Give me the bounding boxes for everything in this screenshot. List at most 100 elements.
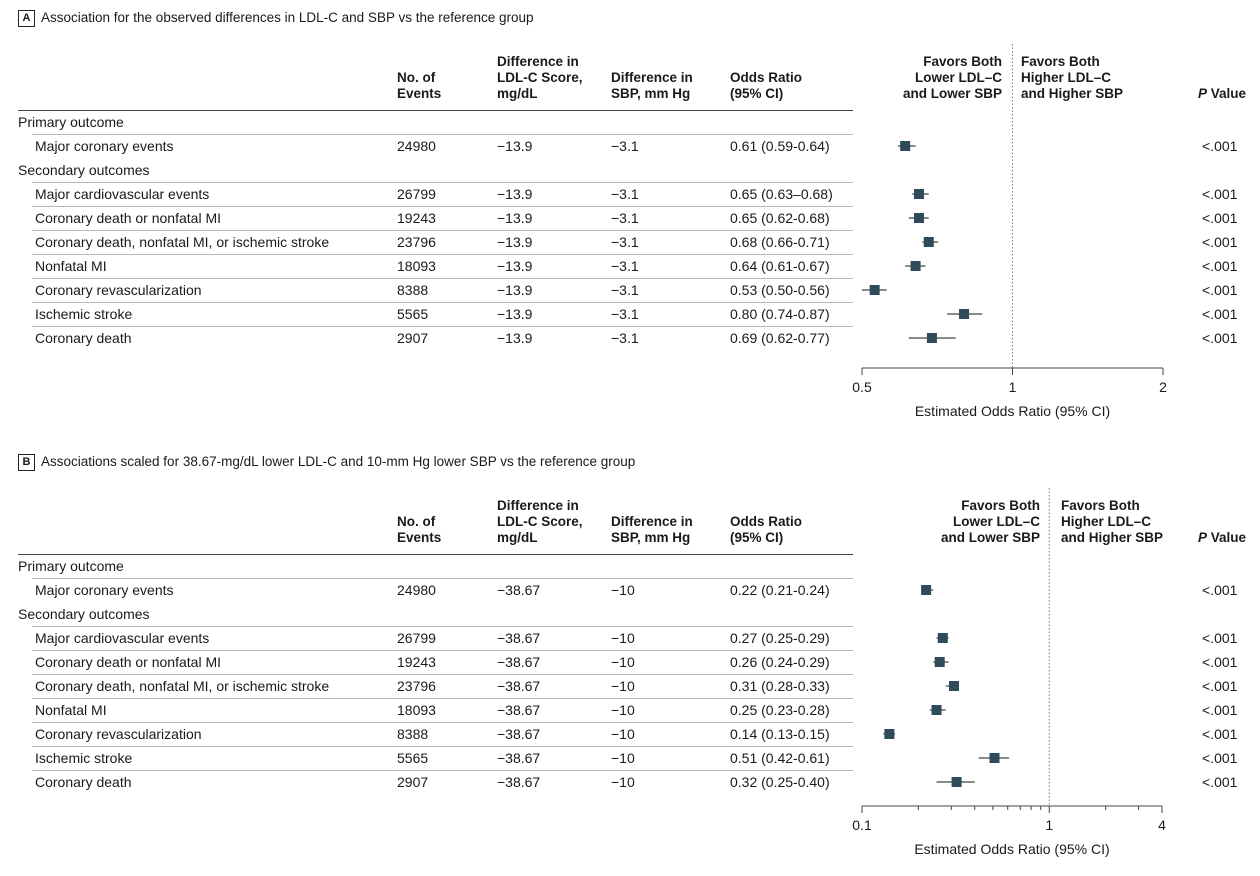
x-tick-label: 0.1	[852, 817, 872, 833]
row-separator	[32, 182, 853, 183]
odds-ratio-value: 0.65 (0.63–0.68)	[730, 186, 833, 202]
odds-ratio-value: 0.31 (0.28-0.33)	[730, 678, 830, 694]
sbp-diff-value: −10	[611, 630, 635, 646]
point-estimate-marker	[869, 285, 880, 295]
col-header-pvalue: P Value	[1198, 86, 1246, 102]
events-value: 5565	[397, 750, 429, 766]
panel-title-text: Associations scaled for 38.67-mg/dL lowe…	[41, 454, 636, 470]
favors-line: Higher LDL–C	[1021, 70, 1112, 85]
p-value: <.001	[1202, 186, 1238, 202]
ldl-diff-value: −13.9	[497, 234, 533, 250]
col-header-line: Events	[397, 530, 442, 545]
favors-line: Higher LDL–C	[1061, 514, 1152, 529]
sbp-diff-value: −3.1	[611, 234, 639, 250]
odds-ratio-value: 0.65 (0.62-0.68)	[730, 210, 830, 226]
p-rest: Value	[1207, 530, 1247, 545]
panel-title-text: Association for the observed differences…	[41, 10, 534, 26]
point-estimate-marker	[959, 309, 970, 319]
outcome-label: Major cardiovascular events	[35, 630, 210, 646]
sbp-diff-value: −3.1	[611, 330, 639, 346]
events-value: 26799	[397, 630, 436, 646]
col-header-sbp: Difference in SBP, mm Hg	[611, 70, 693, 102]
point-estimate-marker	[913, 213, 924, 223]
outcome-label: Nonfatal MI	[35, 258, 107, 274]
p-value: <.001	[1202, 774, 1238, 790]
col-header-events: No. of Events	[397, 514, 441, 546]
sbp-diff-value: −3.1	[611, 210, 639, 226]
events-value: 24980	[397, 582, 436, 598]
forest-panel-b: B Associations scaled for 38.67-mg/dL low…	[0, 444, 1260, 876]
favors-line: Favors Both	[1061, 498, 1140, 513]
x-tick-label: 1	[1045, 817, 1053, 833]
ldl-diff-value: −13.9	[497, 258, 533, 274]
odds-ratio-value: 0.26 (0.24-0.29)	[730, 654, 830, 670]
col-header-line: Difference in	[497, 498, 579, 513]
p-value: <.001	[1202, 750, 1238, 766]
outcome-label: Nonfatal MI	[35, 702, 107, 718]
events-value: 2907	[397, 330, 429, 346]
point-estimate-marker	[884, 729, 895, 739]
col-header-line: LDL-C Score,	[497, 70, 583, 85]
odds-ratio-value: 0.51 (0.42-0.61)	[730, 750, 830, 766]
col-header-line: (95% CI)	[730, 530, 784, 545]
section-primary: Primary outcome	[18, 558, 124, 574]
col-header-line: Odds Ratio	[730, 70, 803, 85]
p-value: <.001	[1202, 282, 1238, 298]
point-estimate-marker	[900, 141, 911, 151]
col-header-or: Odds Ratio (95% CI)	[730, 514, 802, 546]
sbp-diff-value: −10	[611, 582, 635, 598]
p-value: <.001	[1202, 702, 1238, 718]
p-value: <.001	[1202, 726, 1238, 742]
x-tick-label: 1	[1009, 379, 1017, 395]
col-header-line: Difference in	[611, 514, 693, 529]
favors-line: and Lower SBP	[940, 530, 1040, 545]
point-estimate-marker	[913, 189, 924, 199]
outcome-label: Coronary death	[35, 774, 132, 790]
p-value: <.001	[1202, 138, 1238, 154]
ldl-diff-value: −13.9	[497, 306, 533, 322]
outcome-label: Major coronary events	[35, 582, 174, 598]
events-value: 26799	[397, 186, 436, 202]
ldl-diff-value: −13.9	[497, 138, 533, 154]
events-value: 8388	[397, 282, 429, 298]
point-estimate-marker	[934, 657, 945, 667]
x-tick-label: 0.5	[852, 379, 872, 395]
sbp-diff-value: −10	[611, 654, 635, 670]
ldl-diff-value: −38.67	[497, 750, 541, 766]
point-estimate-marker	[931, 705, 942, 715]
favors-line: and Higher SBP	[1021, 86, 1124, 101]
p-value: <.001	[1202, 330, 1238, 346]
row-separator	[32, 698, 853, 699]
events-value: 8388	[397, 726, 429, 742]
sbp-diff-value: −3.1	[611, 258, 639, 274]
col-header-or: Odds Ratio (95% CI)	[730, 70, 802, 102]
x-tick-label: 4	[1158, 817, 1166, 833]
ldl-diff-value: −13.9	[497, 186, 533, 202]
p-value: <.001	[1202, 306, 1238, 322]
row-separator	[32, 134, 853, 135]
col-header-line: SBP, mm Hg	[611, 86, 691, 101]
row-separator	[32, 302, 853, 303]
row-separator	[32, 770, 853, 771]
events-value: 5565	[397, 306, 429, 322]
favors-line: and Lower SBP	[902, 86, 1002, 101]
sbp-diff-value: −3.1	[611, 186, 639, 202]
row-separator	[32, 626, 853, 627]
sbp-diff-value: −10	[611, 726, 635, 742]
x-axis-label: Estimated Odds Ratio (95% CI)	[915, 403, 1110, 419]
outcome-label: Coronary revascularization	[35, 282, 202, 298]
sbp-diff-value: −10	[611, 750, 635, 766]
outcome-label: Coronary death, nonfatal MI, or ischemic…	[35, 678, 330, 694]
row-separator	[32, 722, 853, 723]
p-value: <.001	[1202, 630, 1238, 646]
row-separator	[32, 326, 853, 327]
sbp-diff-value: −10	[611, 702, 635, 718]
favors-left-label: Favors Both Lower LDL–C and Lower SBP	[903, 54, 1002, 102]
row-separator	[32, 278, 853, 279]
p-value: <.001	[1202, 654, 1238, 670]
favors-line: and Higher SBP	[1061, 530, 1164, 545]
p-value: <.001	[1202, 210, 1238, 226]
col-header-line: SBP, mm Hg	[611, 530, 691, 545]
odds-ratio-value: 0.69 (0.62-0.77)	[730, 330, 830, 346]
row-separator	[32, 230, 853, 231]
